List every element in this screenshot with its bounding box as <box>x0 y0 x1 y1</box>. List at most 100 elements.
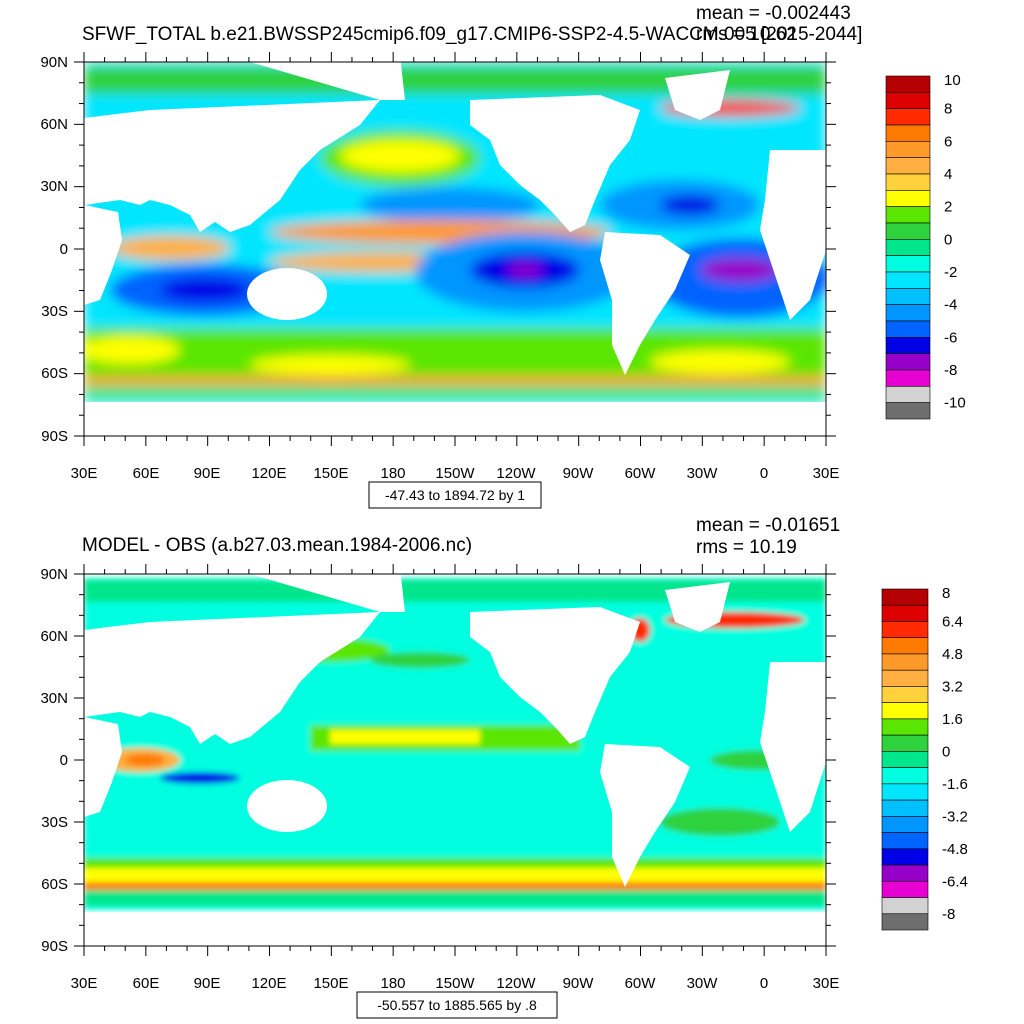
colorbar-swatch <box>885 255 931 273</box>
colorbar-swatch <box>885 92 931 109</box>
colorbar-swatch <box>881 913 929 931</box>
bottom-lon-label: 0 <box>760 975 768 992</box>
top-lat-label: 30N <box>40 178 68 195</box>
colorbar-swatch <box>881 621 929 639</box>
bottom-lon-label: 60E <box>133 975 160 992</box>
colorbar-swatch <box>885 337 931 354</box>
top-lon-label: 30E <box>813 465 840 482</box>
colorbar-level-label: 3.2 <box>942 678 963 695</box>
top-lon-label: 30E <box>71 465 98 482</box>
colorbar-swatch <box>881 751 929 768</box>
colorbar-swatch <box>885 288 931 305</box>
top-panel: SFWF_TOTAL b.e21.BWSSP245cmip6.f09_g17.C… <box>40 3 966 509</box>
bottom-range-label: -50.557 to 1885.565 by .8 <box>377 997 537 1013</box>
colorbar-level-label: -10 <box>944 395 966 412</box>
bottom-lat-label: 90N <box>40 566 68 583</box>
colorbar-swatch <box>885 271 931 289</box>
colorbar-level-label: -8 <box>942 906 955 923</box>
colorbar-level-label: 0 <box>942 743 950 760</box>
bottom-lon-label: 30E <box>71 975 98 992</box>
bottom-lat-labels: 90N 60N 30N 0 30S 60S 90S <box>40 566 68 955</box>
colorbar-swatch <box>885 304 931 322</box>
colorbar-swatch <box>885 386 931 403</box>
bottom-lon-label: 120E <box>251 975 286 992</box>
colorbar-swatch <box>885 222 931 240</box>
colorbar-swatch <box>885 75 931 93</box>
bottom-lon-label: 30E <box>813 975 840 992</box>
bottom-lon-label: 120W <box>496 975 536 992</box>
bottom-panel: MODEL - OBS (a.b27.03.mean.1984-2006.nc)… <box>40 515 968 1019</box>
colorbar-swatch <box>881 653 929 671</box>
bottom-land <box>84 574 826 946</box>
top-lon-label: 60W <box>625 465 657 482</box>
bottom-lon-label: 60W <box>625 975 657 992</box>
bottom-lat-label: 0 <box>60 752 68 769</box>
colorbar-swatch <box>881 880 929 898</box>
top-lat-label: 90N <box>40 54 68 71</box>
colorbar-swatch <box>885 353 931 371</box>
colorbar-level-label: 8 <box>944 101 952 118</box>
top-title: SFWF_TOTAL b.e21.BWSSP245cmip6.f09_g17.C… <box>82 24 862 45</box>
colorbar-swatch <box>881 604 929 622</box>
colorbar-swatch <box>885 369 931 387</box>
colorbar-level-label: 6.4 <box>942 613 963 630</box>
bottom-map-field <box>84 574 826 946</box>
bottom-lon-label: 180 <box>380 975 405 992</box>
top-lon-label: 120W <box>496 465 536 482</box>
colorbar-swatch <box>881 783 929 801</box>
colorbar-swatch <box>881 897 929 915</box>
colorbar-swatch <box>885 173 931 191</box>
bottom-lat-label: 90S <box>41 938 68 955</box>
colorbar-level-label: 6 <box>944 133 952 150</box>
top-lon-label: 30W <box>687 465 719 482</box>
colorbar-level-label: -4.8 <box>942 841 968 858</box>
colorbar-swatch <box>881 767 929 785</box>
top-lon-label: 150E <box>313 465 348 482</box>
bottom-lon-label: 90E <box>194 975 221 992</box>
top-lat-label: 60S <box>41 365 68 382</box>
top-range-box: -47.43 to 1894.72 by 1 <box>368 481 542 509</box>
colorbar-level-label: 0 <box>944 231 952 248</box>
colorbar-swatch <box>885 239 931 256</box>
colorbar-swatch <box>881 718 929 736</box>
bottom-lat-label: 60N <box>40 628 68 645</box>
colorbar-swatch <box>885 206 931 224</box>
top-mean-label: mean = -0.002443 <box>696 3 851 24</box>
colorbar-level-label: 10 <box>944 72 961 89</box>
top-lon-label: 0 <box>760 465 768 482</box>
colorbar-level-label: -2 <box>944 264 957 281</box>
colorbar-swatch <box>881 864 929 882</box>
colorbar-swatch <box>885 402 931 420</box>
bottom-lat-label: 30S <box>41 814 68 831</box>
bottom-range-box: -50.557 to 1885.565 by .8 <box>356 991 558 1019</box>
colorbar-swatch <box>881 637 929 655</box>
bottom-tick-marks <box>74 564 836 956</box>
colorbar-level-label: 8 <box>942 585 950 602</box>
colorbar-level-label: 4 <box>944 166 952 183</box>
bottom-lon-label: 90W <box>563 975 595 992</box>
colorbar-swatch <box>881 669 929 687</box>
bottom-colorbar: 8 6.4 4.8 3.2 1.6 0 -1.6 -3.2 -4.8 -6.4 -8 <box>881 585 968 931</box>
bottom-lat-label: 60S <box>41 876 68 893</box>
colorbar-swatch <box>881 832 929 850</box>
top-range-label: -47.43 to 1894.72 by 1 <box>385 487 525 503</box>
top-lat-label: 90S <box>41 428 68 445</box>
colorbar-level-label: -8 <box>944 362 957 379</box>
colorbar-level-label: -4 <box>944 297 957 314</box>
bottom-title: MODEL - OBS (a.b27.03.mean.1984-2006.nc) <box>82 535 472 556</box>
top-rms-label: rms = 10.62 <box>696 24 797 45</box>
colorbar-level-label: 2 <box>944 199 952 216</box>
colorbar-level-label: 4.8 <box>942 646 963 663</box>
bottom-lon-label: 150W <box>435 975 475 992</box>
top-lon-label: 90E <box>194 465 221 482</box>
colorbar-level-label: -1.6 <box>942 776 968 793</box>
top-lon-label: 60E <box>133 465 160 482</box>
top-lat-label: 60N <box>40 116 68 133</box>
top-lon-labels: 30E 60E 90E 120E 150E 180 150W 120W 90W … <box>71 465 840 482</box>
top-lat-label: 0 <box>60 241 68 258</box>
bottom-lat-label: 30N <box>40 690 68 707</box>
colorbar-swatch <box>885 157 931 175</box>
top-lon-label: 180 <box>380 465 405 482</box>
